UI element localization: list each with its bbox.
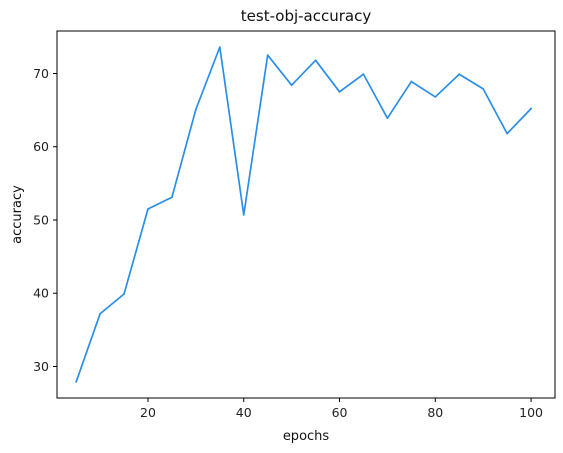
x-tick-label: 40: [236, 405, 252, 420]
data-point: [530, 107, 532, 110]
y-tick-label: 70: [33, 66, 49, 81]
x-tick-label: 100: [519, 405, 543, 420]
data-point: [266, 54, 269, 57]
data-point: [482, 87, 485, 90]
data-point: [123, 293, 125, 295]
y-tick-label: 30: [33, 359, 49, 374]
x-tick-label: 80: [427, 405, 443, 420]
data-point: [194, 108, 197, 111]
plot-frame: [56, 30, 556, 399]
y-axis-label: accuracy: [10, 185, 25, 244]
x-axis-ticks: 20 40 60 80 100: [140, 398, 543, 420]
data-point: [362, 73, 365, 76]
data-point: [290, 84, 293, 87]
x-tick-label: 60: [332, 405, 348, 420]
series-line: [75, 46, 532, 383]
data-point: [386, 117, 389, 120]
y-tick-label: 40: [33, 286, 49, 301]
chart-title: test-obj-accuracy: [241, 7, 372, 25]
data-point: [506, 132, 509, 135]
data-point: [75, 380, 78, 383]
y-tick-label: 50: [33, 212, 49, 227]
x-axis-label: epochs: [283, 429, 330, 444]
data-point: [314, 59, 317, 62]
data-point: [434, 96, 437, 98]
data-point: [242, 213, 245, 216]
data-point: [338, 90, 341, 93]
data-point: [99, 312, 101, 315]
x-tick-label: 20: [140, 405, 156, 420]
data-point: [218, 46, 221, 49]
data-point: [147, 208, 149, 210]
data-point: [410, 80, 413, 83]
y-axis-ticks: 30 40 50 60 70: [33, 66, 57, 374]
y-tick-label: 60: [33, 139, 49, 154]
data-point: [458, 73, 461, 76]
series-layer: [75, 46, 532, 383]
data-point: [171, 196, 173, 199]
